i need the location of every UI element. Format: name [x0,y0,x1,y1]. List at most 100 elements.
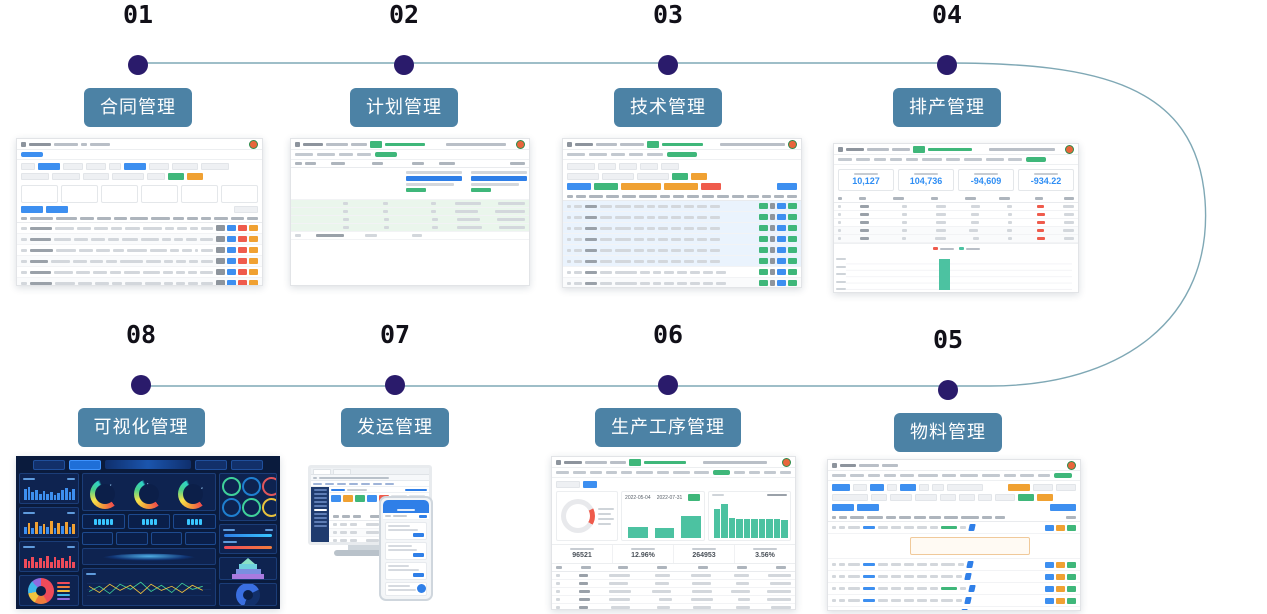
filter-bar[interactable] [552,478,795,491]
app-sidebar[interactable] [311,487,329,542]
table-row[interactable] [291,232,529,240]
bookmarks-bar[interactable] [311,481,429,487]
table-row[interactable] [828,607,1080,610]
table-row[interactable] [291,216,529,224]
step-label-shipping-management[interactable]: 发运管理 [341,408,449,447]
table-row[interactable] [563,256,801,267]
list-item[interactable] [385,562,427,580]
table-row[interactable] [563,234,801,245]
table-row[interactable] [291,208,529,216]
table-row[interactable] [291,224,529,232]
bi-tabs[interactable] [19,459,277,470]
table-row[interactable] [828,583,1080,595]
bulk-actions[interactable] [828,504,1080,514]
avatar[interactable] [782,457,791,467]
step-06[interactable]: 06 生产工序管理 [548,322,788,447]
mini-tabs[interactable] [828,471,1080,481]
step-label-visualization-management[interactable]: 可视化管理 [77,408,205,447]
filter-bar[interactable] [563,160,801,173]
step-03[interactable]: 03 技术管理 [548,2,788,127]
step-05[interactable]: 05 物料管理 [828,327,1068,452]
table-body[interactable] [828,522,1080,610]
bulk-actions[interactable] [563,183,801,193]
table-row[interactable] [17,267,262,278]
mini-tabs[interactable] [552,468,795,478]
step-label-production-scheduling[interactable]: 排产管理 [893,88,1001,127]
step-07[interactable]: 07 发运管理 [275,322,515,447]
table-row[interactable] [563,278,801,287]
table-row[interactable] [17,223,262,234]
table-row[interactable] [17,234,262,245]
screenshot-shipping-devices[interactable] [301,456,499,609]
step-08[interactable]: 08 可视化管理 [21,322,261,447]
step-01[interactable]: 01 合同管理 [18,2,258,127]
action-buttons[interactable] [17,205,262,215]
table-row[interactable] [563,212,801,223]
table-row[interactable] [563,245,801,256]
table-row[interactable] [834,235,1078,243]
table-row[interactable] [17,256,262,267]
table-row[interactable] [552,572,795,580]
step-04[interactable]: 04 排产管理 [827,2,1067,127]
screenshot-production-scheduling[interactable]: 10,127 104,736 -94,609 -934.22 [833,143,1079,293]
filter-bar-2[interactable] [828,494,1080,504]
table-row[interactable] [828,571,1080,583]
table-row[interactable] [834,211,1078,219]
table-body[interactable] [834,203,1078,243]
step-label-material-management[interactable]: 物料管理 [894,413,1002,452]
avatar[interactable] [516,139,525,149]
avatar[interactable] [1067,460,1076,470]
table-row[interactable] [552,604,795,609]
avatar[interactable] [249,139,258,149]
step-02[interactable]: 02 计划管理 [284,2,524,127]
table-row[interactable] [552,588,795,596]
floating-action-button[interactable] [417,584,426,593]
list-item[interactable] [385,542,427,560]
step-label-plan-management[interactable]: 计划管理 [350,88,458,127]
table-body[interactable] [552,572,795,609]
mini-tabs[interactable] [834,155,1078,165]
table-body[interactable] [291,168,529,285]
filter-bar[interactable] [828,481,1080,494]
table-row[interactable] [834,227,1078,235]
step-label-process-management[interactable]: 生产工序管理 [595,408,741,447]
table-body[interactable] [563,201,801,287]
screenshot-contract-management[interactable] [16,138,263,286]
screenshot-process-management[interactable]: 2022-05-04 2022-07-31 [551,456,796,610]
table-row-expanded[interactable] [828,534,1080,559]
table-row[interactable] [17,245,262,256]
filter-bar-2[interactable] [563,173,801,183]
avatar[interactable] [1065,144,1074,154]
list-item[interactable] [385,582,427,596]
list-item[interactable] [385,522,427,540]
phone-list[interactable] [383,520,429,597]
step-label-contract-management[interactable]: 合同管理 [84,88,192,127]
avatar[interactable] [788,139,797,149]
table-row[interactable] [291,168,529,200]
mini-tabs[interactable] [17,150,262,160]
mini-tabs[interactable] [291,150,529,160]
table-row[interactable] [828,559,1080,571]
screenshot-visualization-dashboard[interactable] [16,456,280,609]
table-row[interactable] [563,267,801,278]
table-row[interactable] [17,278,262,285]
table-row[interactable] [828,595,1080,607]
mini-tabs[interactable] [563,150,801,160]
table-row[interactable] [291,200,529,208]
browser-address-bar[interactable] [311,475,429,481]
table-row[interactable] [563,223,801,234]
table-body[interactable] [17,223,262,285]
table-row[interactable] [834,219,1078,227]
table-row[interactable] [552,580,795,588]
screenshot-material-management[interactable] [827,459,1081,611]
table-row[interactable] [834,203,1078,211]
table-row[interactable] [552,596,795,604]
step-label-technology-management[interactable]: 技术管理 [614,88,722,127]
browser-tabs[interactable] [311,468,429,475]
screenshot-technology-management[interactable] [562,138,802,288]
table-row[interactable] [828,522,1080,534]
phone-filter[interactable] [383,513,429,520]
table-row[interactable] [563,201,801,212]
filter-bar[interactable] [17,160,262,183]
screenshot-plan-management[interactable] [290,138,530,286]
